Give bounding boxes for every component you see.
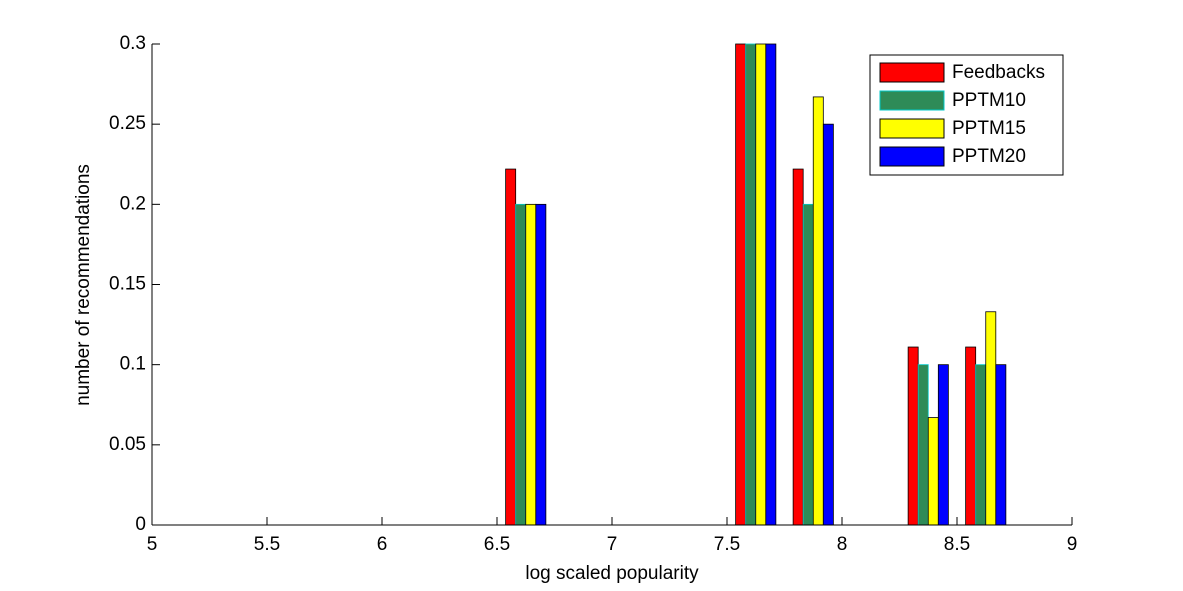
bar <box>792 168 804 526</box>
bar <box>525 203 537 526</box>
x-axis-label: log scaled popularity <box>525 563 699 584</box>
x-tick-label: 8.5 <box>944 534 970 555</box>
x-tick-label: 5.5 <box>254 534 280 555</box>
bar <box>515 203 527 526</box>
y-tick-label: 0 <box>135 514 146 535</box>
x-tick-label: 6.5 <box>484 534 510 555</box>
y-tick-label: 0.15 <box>109 274 146 295</box>
bar <box>985 311 997 526</box>
y-axis-label: number of recommendations <box>73 164 94 406</box>
legend-label: PPTM20 <box>952 146 1026 167</box>
x-tick-label: 7.5 <box>714 534 740 555</box>
bar <box>812 96 824 526</box>
legend-label: Feedbacks <box>952 62 1045 83</box>
y-tick-label: 0.2 <box>120 193 146 214</box>
bar <box>535 203 547 526</box>
legend-label: PPTM10 <box>952 90 1026 111</box>
y-tick-label: 0.05 <box>109 434 146 455</box>
x-tick-label: 9 <box>1067 534 1078 555</box>
y-tick-label: 0.1 <box>120 354 146 375</box>
x-tick-label: 8 <box>837 534 848 555</box>
bar <box>505 168 517 526</box>
bar <box>765 43 777 526</box>
bar <box>927 417 939 526</box>
y-tick-label: 0.25 <box>109 113 146 134</box>
legend-label: PPTM15 <box>952 118 1026 139</box>
y-tick-label: 0.3 <box>120 33 146 54</box>
bar <box>917 364 929 526</box>
bar <box>735 43 747 526</box>
x-tick-label: 5 <box>147 534 158 555</box>
legend-swatch <box>879 146 945 167</box>
bar <box>822 123 834 526</box>
bar <box>745 43 757 526</box>
bar <box>995 364 1007 526</box>
x-tick-label: 7 <box>607 534 618 555</box>
x-tick-label: 6 <box>377 534 388 555</box>
legend-swatch <box>879 90 945 111</box>
bar <box>802 203 814 526</box>
bar <box>965 346 977 526</box>
legend-swatch <box>879 118 945 139</box>
legend-swatch <box>879 62 945 83</box>
bar <box>907 346 919 526</box>
bar <box>937 364 949 526</box>
bar <box>975 364 987 526</box>
bar <box>755 43 767 526</box>
